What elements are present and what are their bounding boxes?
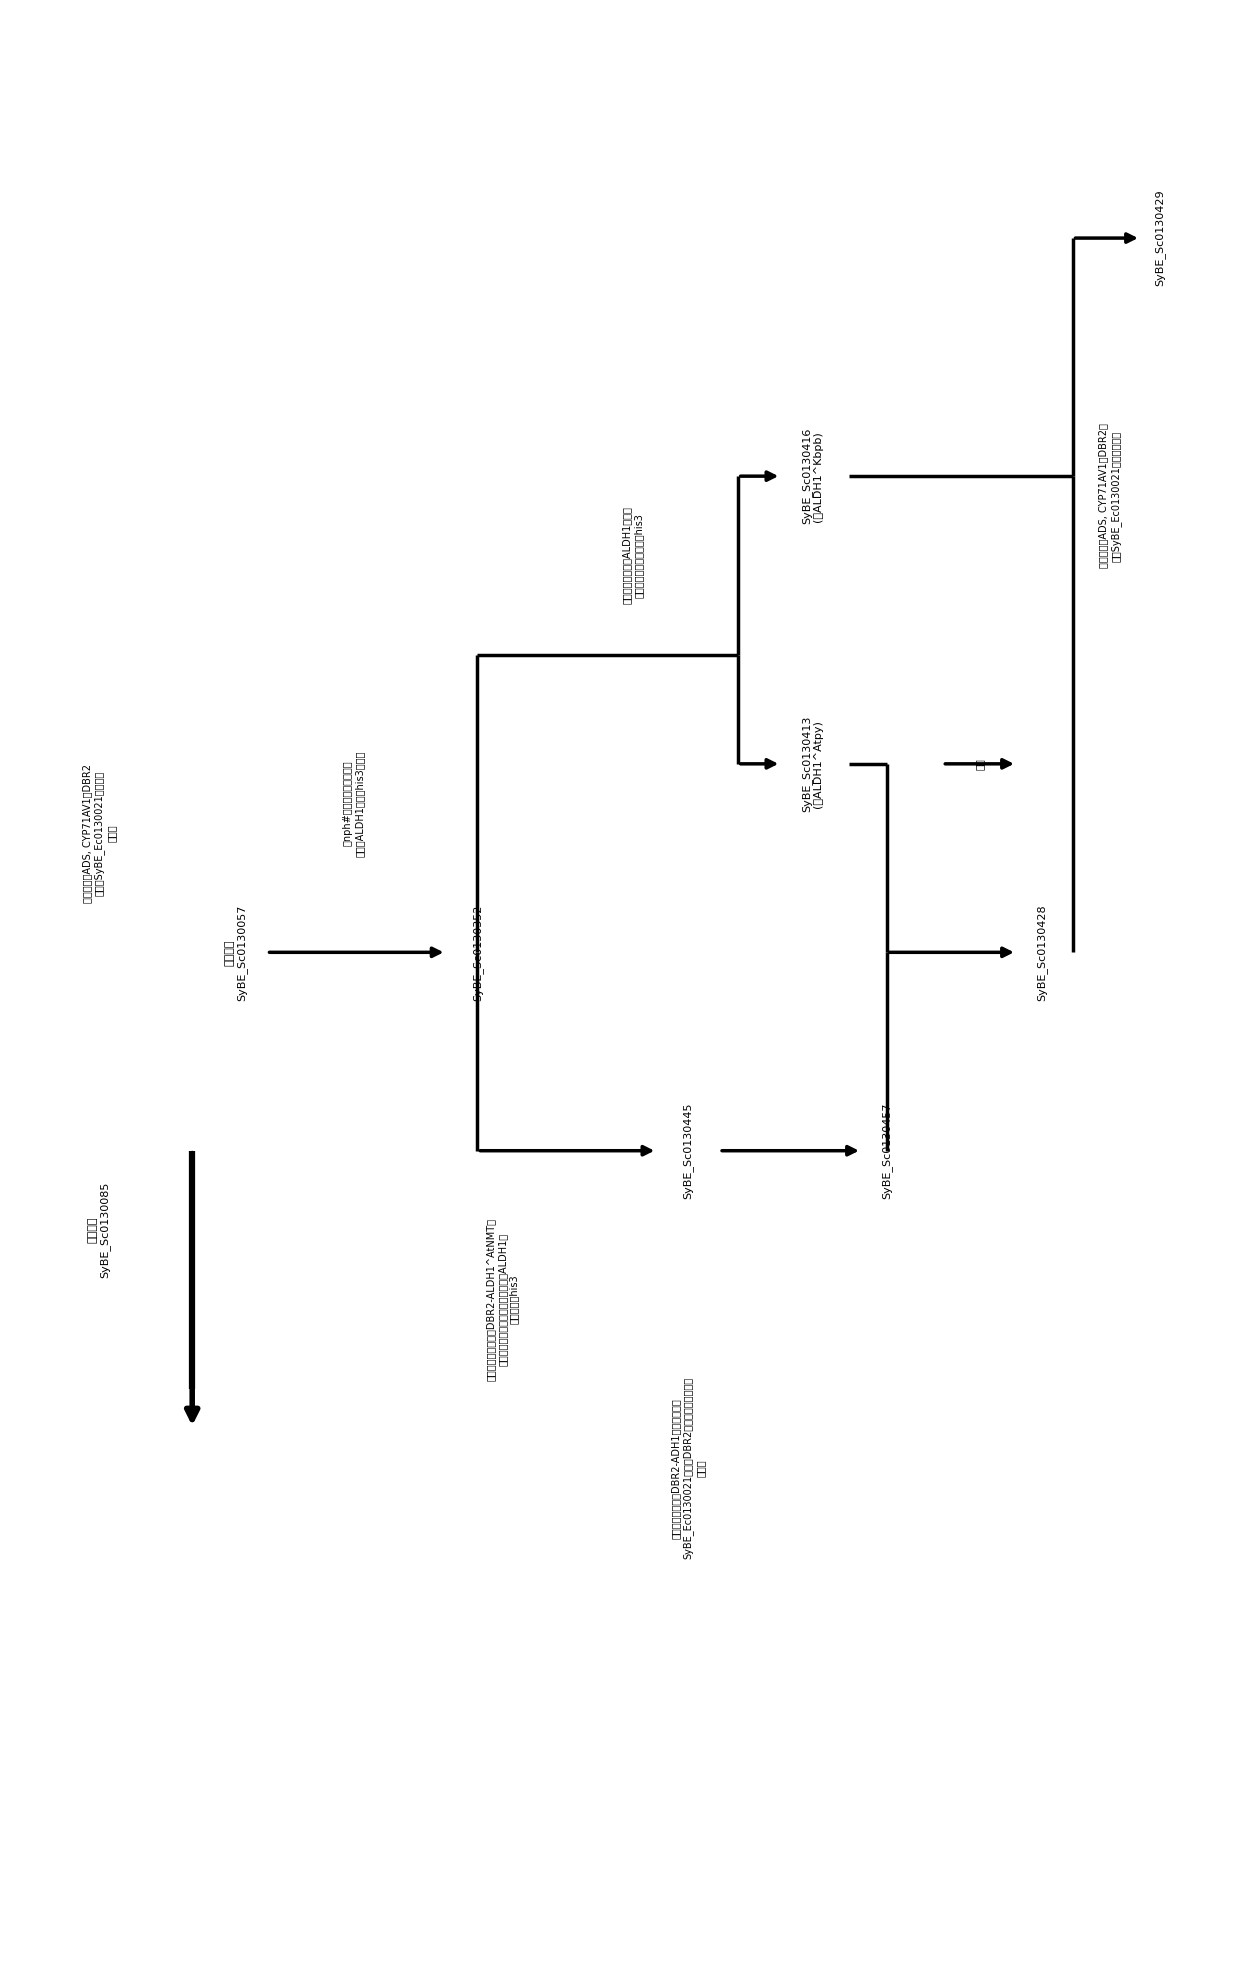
Text: SyBE_Sc0130352: SyBE_Sc0130352 [472,905,482,1000]
Text: 特负责达融合蛋白DBR2-ADH1的质粒整合到
SyBE_Ec0130021上述及DBR2的片外，然后导入酵
酵当中: 特负责达融合蛋白DBR2-ADH1的质粒整合到 SyBE_Ec0130021上述… [671,1377,706,1559]
Text: SyBE_Sc0130445: SyBE_Sc0130445 [683,1103,693,1198]
Text: 同左: 同左 [975,758,985,770]
Text: SyBE_Sc0130416
(含ALDH1^Kbpb): SyBE_Sc0130416 (含ALDH1^Kbpb) [801,429,823,524]
Text: SyBE_Sc0130457: SyBE_Sc0130457 [882,1103,892,1198]
Text: 用nph#标签载核整合在基因
组上的ALDH1建区及his3标签，: 用nph#标签载核整合在基因 组上的ALDH1建区及his3标签， [342,750,365,857]
Text: SyBE_Sc0130429: SyBE_Sc0130429 [1154,190,1164,286]
Text: 将负责表达融合蛋白DBR2-ALDH1^AtNMT的
质粒整合到酿酒区上，普美质粒带有ALDH1序
列，标签为his3: 将负责表达融合蛋白DBR2-ALDH1^AtNMT的 质粒整合到酿酒区上，普美质… [486,1218,518,1381]
Text: 对照菌株
SyBE_Sc0130085: 对照菌株 SyBE_Sc0130085 [88,1182,110,1278]
Text: SyBE_Sc0130428: SyBE_Sc0130428 [1037,905,1047,1000]
Text: 将负责表达ADS, CYP71AV1及DBR2
的质粒SyBE_Ec0130021号入到酵
酵当中: 将负责表达ADS, CYP71AV1及DBR2 的质粒SyBE_Ec013002… [82,764,117,903]
Text: 将负责表达ADS, CYP71AV1及DBR2的
质粒SyBE_Ec0130021号入酵酵当中: 将负责表达ADS, CYP71AV1及DBR2的 质粒SyBE_Ec013002… [1099,423,1121,569]
Text: 将负责表达突变的ALDH1的质粒
整合到酿酒区上，标签为his3: 将负责表达突变的ALDH1的质粒 整合到酿酒区上，标签为his3 [621,506,644,605]
Text: SyBE_Sc0130413
(含ALDH1^Atpy): SyBE_Sc0130413 (含ALDH1^Atpy) [801,716,823,811]
Text: 出发菌株
SyBE_Sc0130057: 出发菌株 SyBE_Sc0130057 [224,905,247,1000]
